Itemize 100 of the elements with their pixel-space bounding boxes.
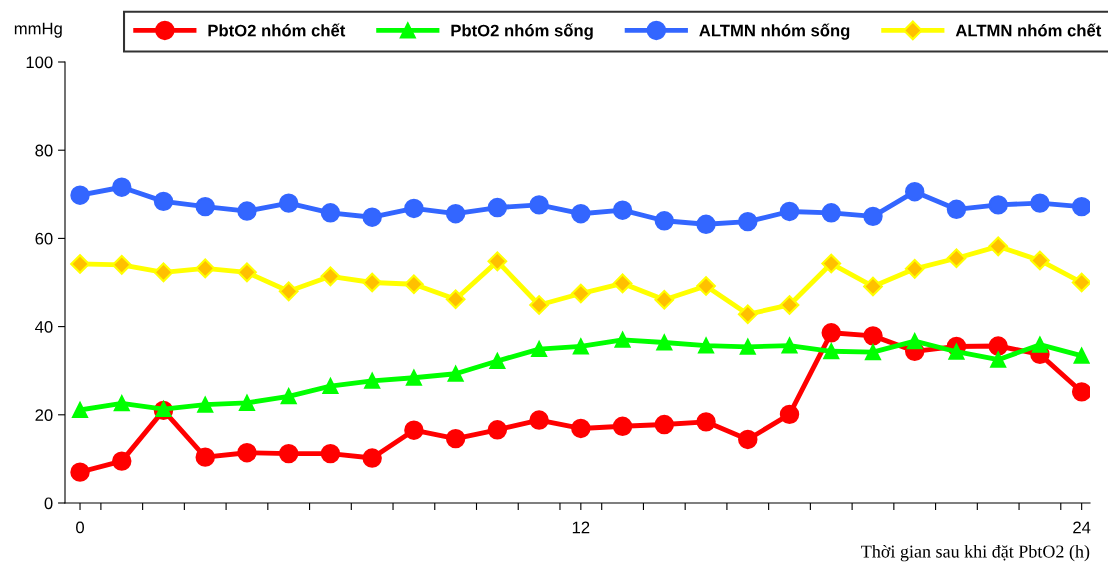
point: [906, 333, 923, 350]
point: [237, 201, 257, 221]
point: [654, 211, 675, 231]
y-tick-label: 80: [35, 144, 53, 157]
point: [70, 185, 90, 205]
y-tick-label: 20: [35, 409, 53, 421]
point: [197, 396, 214, 413]
point: [696, 214, 716, 235]
point: [781, 337, 798, 354]
point: [195, 196, 215, 217]
point: [447, 365, 464, 382]
point: [195, 258, 216, 279]
point: [571, 418, 591, 439]
point: [278, 193, 299, 213]
point: [738, 211, 758, 232]
point: [1071, 196, 1090, 217]
point: [70, 254, 90, 274]
point: [322, 378, 339, 395]
point: [195, 447, 215, 467]
point: [823, 343, 840, 360]
x-tick-label: 0: [76, 521, 85, 534]
point: [779, 404, 800, 425]
point: [112, 177, 132, 197]
point: [739, 338, 756, 355]
point: [531, 341, 548, 358]
point: [489, 353, 506, 369]
point: [654, 414, 675, 435]
point: [863, 326, 883, 346]
point: [113, 395, 130, 412]
point: [529, 410, 549, 430]
y-axis-title: mmHg: [14, 22, 62, 38]
point: [821, 323, 841, 343]
point: [948, 343, 965, 360]
point: [278, 443, 299, 464]
point: [570, 283, 591, 304]
point: [362, 207, 382, 227]
point: [738, 429, 758, 450]
point: [111, 254, 132, 275]
point: [612, 200, 633, 220]
point: [404, 198, 424, 219]
point: [696, 412, 716, 432]
point: [863, 206, 883, 227]
point: [362, 272, 383, 293]
point: [445, 289, 466, 310]
point: [237, 262, 257, 283]
x-tick-label: 24: [1073, 521, 1091, 534]
legend-label: PbtO2 nhóm chết: [208, 23, 346, 37]
point: [529, 295, 549, 315]
point: [153, 262, 174, 283]
point: [364, 372, 381, 389]
point: [70, 462, 90, 482]
point: [445, 203, 466, 224]
point: [946, 248, 967, 269]
point: [487, 251, 508, 272]
point: [153, 191, 174, 212]
point: [863, 276, 883, 297]
point: [779, 201, 800, 222]
point: [990, 351, 1007, 368]
point: [72, 401, 89, 418]
point: [1030, 250, 1050, 271]
point: [904, 258, 925, 279]
point: [614, 331, 631, 348]
point: [988, 336, 1008, 356]
point: [280, 388, 297, 405]
legend-label: ALTMN nhóm sống: [699, 23, 850, 40]
point: [904, 181, 925, 202]
point: [362, 448, 382, 468]
point: [821, 203, 841, 223]
point: [237, 443, 257, 463]
point: [612, 273, 633, 294]
point: [698, 337, 715, 354]
point: [821, 253, 842, 274]
point: [404, 420, 424, 440]
point: [1031, 336, 1048, 353]
point: [779, 295, 800, 315]
point: [696, 276, 716, 296]
point: [988, 236, 1009, 257]
y-tick-label: 100: [26, 56, 53, 69]
x-axis-title: Thời gian sau khi đặt PbtO2 (h): [861, 544, 1090, 562]
point: [1030, 193, 1050, 213]
point: [988, 195, 1008, 215]
x-tick-label: 12: [572, 521, 590, 534]
point: [487, 197, 508, 218]
point: [445, 428, 466, 449]
point: [320, 443, 341, 464]
point: [487, 420, 508, 440]
point: [612, 416, 633, 436]
point: [278, 281, 299, 302]
point: [572, 338, 589, 355]
point: [1073, 347, 1090, 364]
point: [946, 199, 967, 220]
y-tick-label: 0: [44, 497, 53, 510]
y-tick-label: 60: [35, 232, 53, 245]
point: [112, 451, 132, 471]
point: [529, 195, 549, 215]
point: [320, 203, 341, 223]
point: [1071, 272, 1090, 293]
point: [865, 344, 881, 361]
y-tick-label: 40: [35, 321, 53, 333]
point: [656, 334, 673, 351]
